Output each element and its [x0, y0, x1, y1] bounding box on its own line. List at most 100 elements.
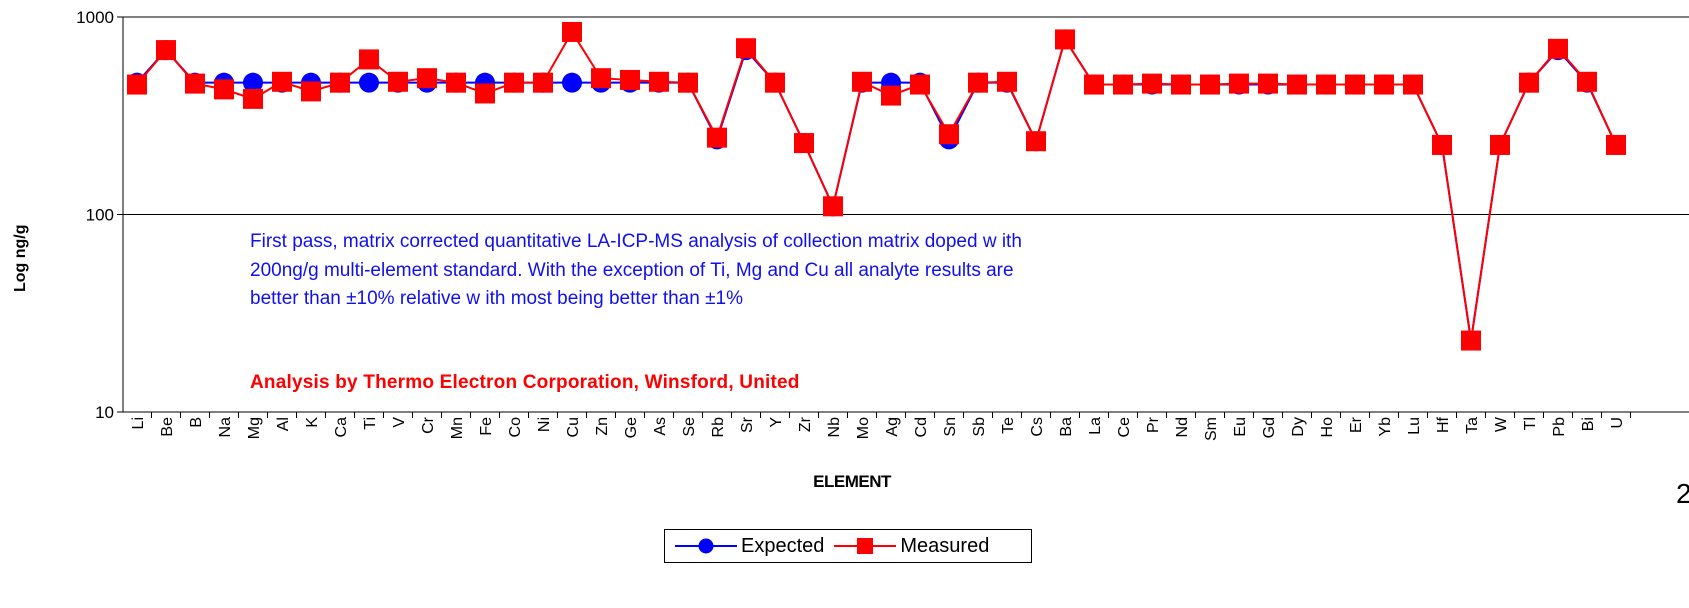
x-tick-label: Gd — [1261, 417, 1278, 438]
data-point-measured — [1432, 134, 1452, 155]
data-point-measured — [620, 69, 640, 90]
data-point-measured — [562, 21, 582, 42]
x-tick-label: Sb — [971, 417, 988, 437]
x-tick-label: Rb — [710, 417, 727, 438]
x-tick-label: U — [1609, 417, 1626, 429]
data-point-expected — [359, 72, 379, 93]
x-tick-label: Tl — [1522, 417, 1539, 430]
x-tick-label: Cd — [913, 417, 930, 437]
x-tick-label: Ho — [1319, 417, 1336, 438]
data-point-measured — [1345, 74, 1365, 95]
data-point-measured — [156, 40, 176, 61]
data-point-measured — [1577, 71, 1597, 92]
x-tick-label: Zr — [797, 416, 814, 432]
data-point-measured — [1548, 38, 1568, 59]
data-point-measured — [1142, 73, 1162, 94]
series-line-measured — [136, 30, 1617, 341]
x-tick-label: As — [652, 417, 669, 436]
x-tick-label: Mn — [449, 417, 466, 439]
x-tick-label: Zn — [594, 417, 611, 436]
data-point-measured — [1171, 74, 1191, 95]
x-tick-label: Yb — [1377, 417, 1394, 437]
legend-item-expected: Expected — [673, 535, 828, 558]
x-axis-label: ELEMENT — [813, 472, 891, 491]
data-point-measured — [1490, 134, 1510, 155]
data-point-measured — [881, 85, 901, 106]
data-point-measured — [794, 133, 814, 154]
y-tick-labels: 10 100 1000 — [76, 8, 114, 422]
data-point-measured — [388, 71, 408, 92]
legend-item-measured: Measured — [832, 535, 993, 558]
gridlines — [123, 16, 1689, 413]
x-tick-label: Dy — [1290, 417, 1307, 437]
annotation-note: First pass, matrix corrected quantitativ… — [250, 231, 1022, 309]
data-point-measured — [504, 72, 524, 93]
legend-label-expected: Expected — [741, 534, 825, 557]
data-point-measured — [1461, 330, 1481, 351]
data-point-measured — [330, 72, 350, 93]
data-point-measured — [243, 88, 263, 109]
x-tick-label: Ni — [536, 417, 553, 432]
x-tick-label: Cs — [1029, 417, 1046, 437]
series-measured — [127, 21, 1626, 351]
x-tick-label: Ce — [1116, 417, 1133, 438]
data-point-measured — [968, 72, 988, 93]
axes — [117, 16, 1689, 418]
x-tick-label: Ti — [362, 417, 379, 430]
x-tick-label: V — [391, 417, 408, 428]
data-point-measured — [446, 72, 466, 93]
x-tick-label: Be — [159, 417, 176, 437]
data-point-measured — [1055, 29, 1075, 50]
data-point-measured — [1374, 74, 1394, 95]
x-tick-label: Te — [1000, 417, 1017, 434]
data-point-measured — [417, 68, 437, 89]
legend-swatch-expected — [675, 538, 737, 554]
y-tick-label: 1000 — [76, 8, 114, 27]
data-point-measured — [1026, 131, 1046, 152]
data-point-measured — [185, 73, 205, 94]
x-tick-label: B — [188, 417, 205, 428]
x-tick-label: Cr — [420, 416, 437, 434]
data-point-measured — [1403, 74, 1423, 95]
data-point-measured — [1200, 74, 1220, 95]
data-point-measured — [823, 196, 843, 217]
x-tick-label: Nb — [826, 417, 843, 438]
x-tick-label: Eu — [1232, 417, 1249, 437]
x-tick-label: Bi — [1580, 417, 1597, 431]
x-tick-label: Ca — [333, 417, 350, 438]
x-tick-label: Sn — [942, 417, 959, 437]
data-point-measured — [910, 74, 930, 95]
x-tick-label: Ba — [1058, 417, 1075, 437]
page-number: 2 — [1676, 478, 1689, 509]
x-tick-label: Na — [217, 417, 234, 438]
x-tick-label: La — [1087, 417, 1104, 435]
x-tick-label: Cu — [565, 417, 582, 437]
data-point-measured — [272, 71, 292, 92]
x-tick-label: Nd — [1174, 417, 1191, 437]
x-tick-label: Fe — [478, 417, 495, 436]
legend-label-measured: Measured — [900, 534, 990, 557]
annotation-credit: Analysis by Thermo Electron Corporation,… — [250, 372, 800, 393]
x-tick-label: Li — [130, 417, 147, 429]
legend-swatch-measured — [834, 538, 897, 554]
x-tick-label: Pb — [1551, 417, 1568, 437]
data-point-measured — [359, 49, 379, 70]
data-point-measured — [214, 79, 234, 100]
legend: Expected Measured — [664, 529, 1032, 563]
x-tick-label: Se — [681, 417, 698, 437]
data-point-expected — [562, 72, 582, 93]
x-tick-label: Er — [1348, 416, 1365, 433]
data-point-measured — [939, 124, 959, 145]
y-tick-label: 10 — [95, 403, 114, 422]
x-tick-label: Mg — [246, 417, 263, 439]
x-tick-label: Mo — [855, 417, 872, 439]
y-tick-label: 100 — [86, 206, 114, 225]
x-tick-label: Ge — [623, 417, 640, 438]
data-point-measured — [1229, 73, 1249, 94]
x-tick-label: Hf — [1435, 416, 1452, 433]
data-point-measured — [591, 68, 611, 89]
data-point-measured — [649, 71, 669, 92]
data-point-measured — [1519, 72, 1539, 93]
data-point-measured — [1113, 74, 1133, 95]
